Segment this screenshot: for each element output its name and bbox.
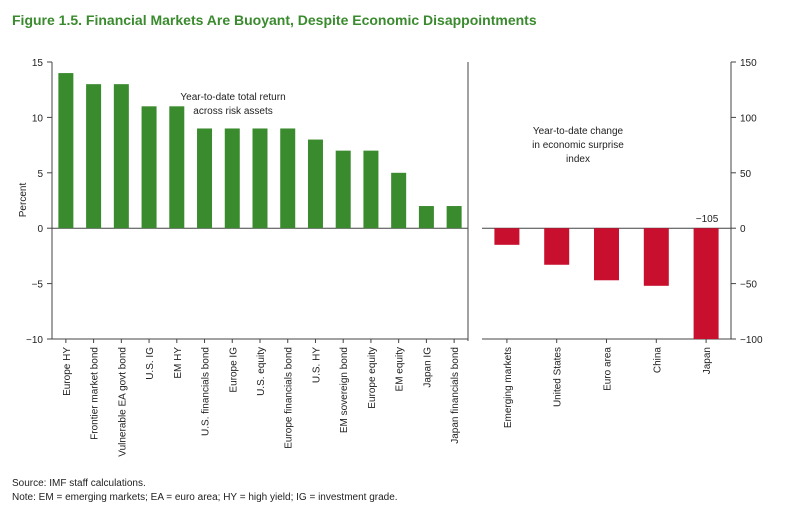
left-category-label: EM HY <box>173 347 184 379</box>
left-bar <box>169 106 185 229</box>
left-y-tick-label: 15 <box>32 58 44 69</box>
left-bar <box>446 206 462 229</box>
left-category-label: U.S. financials bond <box>201 347 212 436</box>
y-axis-label: Percent <box>18 183 29 218</box>
abbreviation-note: Note: EM = emerging markets; EA = euro a… <box>12 492 398 503</box>
left-bar <box>58 73 74 229</box>
right-panel-title-line-2: in economic surprise <box>532 140 624 151</box>
right-bar <box>693 228 719 339</box>
right-category-label: Japan <box>702 347 713 374</box>
right-bar <box>494 228 520 245</box>
right-panel-title-line-1: Year-to-date change <box>533 126 624 137</box>
left-category-label: U.S. HY <box>311 347 322 383</box>
left-panel-title-line-2: across risk assets <box>193 106 272 117</box>
figure-title: Figure 1.5. Financial Markets Are Buoyan… <box>12 12 537 28</box>
japan-value-annotation: −105 <box>696 214 719 225</box>
left-category-label: Europe HY <box>62 347 73 396</box>
left-category-label: Europe equity <box>367 347 378 409</box>
left-bar <box>363 150 379 229</box>
right-category-label: Euro area <box>603 347 614 391</box>
right-category-label: Emerging markets <box>503 347 514 428</box>
right-category-label: China <box>652 347 663 374</box>
left-bar <box>224 128 240 229</box>
left-bar <box>86 84 102 229</box>
left-category-label: U.S. IG <box>145 347 156 380</box>
right-y-tick-label: 50 <box>740 169 752 180</box>
left-category-label: EM sovereign bond <box>339 347 350 433</box>
left-panel-title-line-1: Year-to-date total return <box>180 92 285 103</box>
source-note: Source: IMF staff calculations. <box>12 478 146 489</box>
left-y-tick-label: 0 <box>37 224 43 235</box>
right-bar <box>544 228 570 265</box>
left-bar <box>252 128 268 229</box>
left-y-tick-label: −5 <box>32 280 44 291</box>
right-y-tick-label: 150 <box>740 58 757 69</box>
left-bar <box>307 139 323 229</box>
left-category-label: Europe IG <box>228 347 239 393</box>
right-y-tick-label: 100 <box>740 113 757 124</box>
left-category-label: Japan financials bond <box>450 347 461 444</box>
left-y-tick-label: −10 <box>26 335 43 346</box>
left-category-label: Europe financials bond <box>284 347 295 449</box>
right-panel-title-line-3: index <box>566 154 590 165</box>
right-bar <box>643 228 669 286</box>
left-y-tick-label: 5 <box>37 169 43 180</box>
left-bar <box>280 128 296 229</box>
right-y-tick-label: −100 <box>740 335 763 346</box>
right-y-tick-label: −50 <box>740 280 757 291</box>
right-y-tick-label: 0 <box>740 224 746 235</box>
left-bar <box>113 84 129 229</box>
left-bar <box>391 172 407 229</box>
left-category-label: U.S. equity <box>256 347 267 396</box>
left-bar <box>418 206 434 229</box>
left-bar <box>335 150 351 229</box>
left-bar <box>141 106 157 229</box>
right-category-label: United States <box>553 347 564 407</box>
left-category-label: Frontier market bond <box>90 347 101 440</box>
left-category-label: Japan IG <box>422 347 433 388</box>
left-bar <box>197 128 213 229</box>
left-category-label: Vulnerable EA govt bond <box>117 347 128 457</box>
left-category-label: EM equity <box>395 347 406 391</box>
left-y-tick-label: 10 <box>32 113 44 124</box>
right-bar <box>594 228 619 281</box>
